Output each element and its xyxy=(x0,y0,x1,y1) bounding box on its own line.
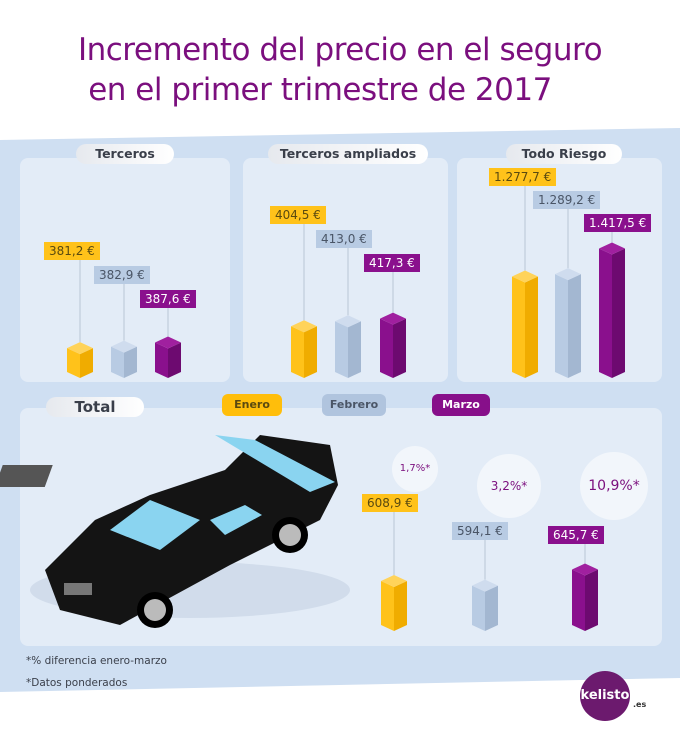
title-line-2: en el primer trimestre de 2017 xyxy=(88,72,552,108)
page-title: Incremento del precio en el seguro en el… xyxy=(0,30,680,110)
value-label: 387,6 € xyxy=(140,290,196,308)
value-label: 1.417,5 € xyxy=(584,214,652,232)
kelisto-logo-suffix: .es xyxy=(633,700,647,709)
legend-enero: Enero xyxy=(222,394,282,416)
legend-marzo: Marzo xyxy=(432,394,490,416)
annotation-marzo-text: 10,9%* xyxy=(588,478,640,494)
value-label: 381,2 € xyxy=(44,242,100,260)
legend-febrero: Febrero xyxy=(322,394,386,416)
value-label: 608,9 € xyxy=(362,494,418,512)
value-label: 382,9 € xyxy=(94,266,150,284)
title-line-1: Incremento del precio en el seguro xyxy=(77,32,603,68)
value-label: 1.277,7 € xyxy=(489,168,557,186)
annotation-febrero-text: 3,2%* xyxy=(490,479,528,493)
value-label: 645,7 € xyxy=(548,526,604,544)
value-label: 404,5 € xyxy=(270,206,326,224)
annotation-febrero: 3,2%* xyxy=(477,454,541,518)
chart-title-total: Total xyxy=(46,397,144,417)
chart-title-terceros-ampliados: Terceros ampliados xyxy=(268,144,428,164)
annotation-marzo: 10,9%* xyxy=(580,452,648,520)
footnote-1: *% diferencia enero-marzo xyxy=(26,655,167,667)
value-label: 1.289,2 € xyxy=(533,191,601,209)
value-label: 417,3 € xyxy=(364,254,420,272)
kelisto-logo[interactable]: kelisto xyxy=(580,671,630,721)
chart-title-todo-riesgo: Todo Riesgo xyxy=(506,144,622,164)
annotation-enero: 1,7%* xyxy=(392,446,438,492)
chart-title-terceros: Terceros xyxy=(76,144,174,164)
footnote-2: *Datos ponderados xyxy=(26,677,128,689)
annotation-enero-text: 1,7%* xyxy=(399,463,431,474)
value-label: 594,1 € xyxy=(452,522,508,540)
value-label: 413,0 € xyxy=(316,230,372,248)
